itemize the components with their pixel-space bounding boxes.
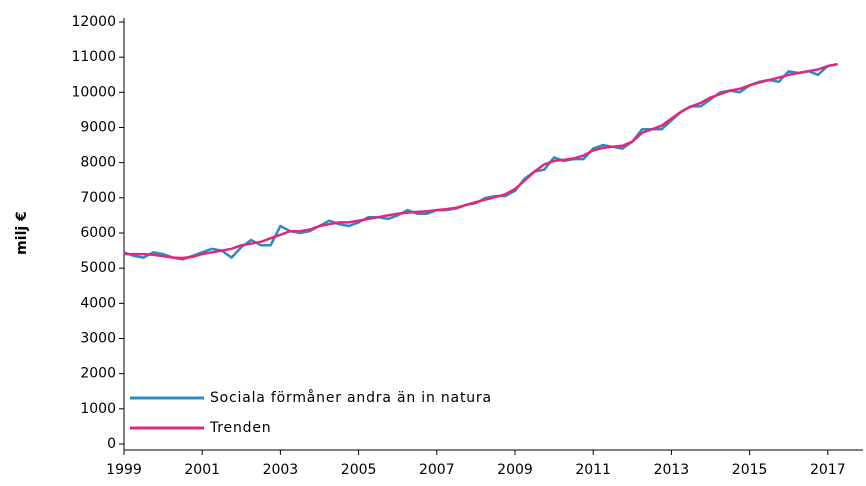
legend-label: Trenden (209, 420, 271, 436)
y-tick-label: 8000 (80, 155, 116, 171)
y-tick-label: 6000 (80, 225, 116, 241)
x-tick-label: 2009 (497, 462, 533, 478)
x-tick-label: 2013 (654, 462, 690, 478)
x-tick-label: 2007 (419, 462, 455, 478)
y-axis-label: milj € (14, 211, 30, 255)
x-tick-label: 2005 (341, 462, 377, 478)
y-tick-label: 1000 (80, 401, 116, 417)
x-tick-label: 1999 (106, 462, 142, 478)
y-tick-label: 7000 (80, 190, 116, 206)
y-tick-label: 0 (107, 436, 116, 452)
y-tick-label: 2000 (80, 366, 116, 382)
series-line (123, 62, 838, 261)
y-tick-label: 10000 (71, 84, 116, 100)
y-tick-label: 5000 (80, 260, 116, 276)
y-tick-label: 3000 (80, 331, 116, 347)
y-tick-label: 4000 (80, 295, 116, 311)
x-tick-label: 2003 (263, 462, 299, 478)
x-tick-label: 2011 (575, 462, 611, 478)
legend-box (126, 384, 556, 442)
x-tick-label: 2015 (732, 462, 768, 478)
legend-label: Sociala förmåner andra än in natura (210, 389, 492, 406)
x-tick-label: 2001 (184, 462, 220, 478)
y-tick-label: 12000 (71, 14, 116, 30)
y-tick-label: 9000 (80, 120, 116, 136)
x-tick-label: 2017 (810, 462, 846, 478)
series-line (124, 62, 838, 260)
y-tick-label: 11000 (71, 49, 116, 65)
